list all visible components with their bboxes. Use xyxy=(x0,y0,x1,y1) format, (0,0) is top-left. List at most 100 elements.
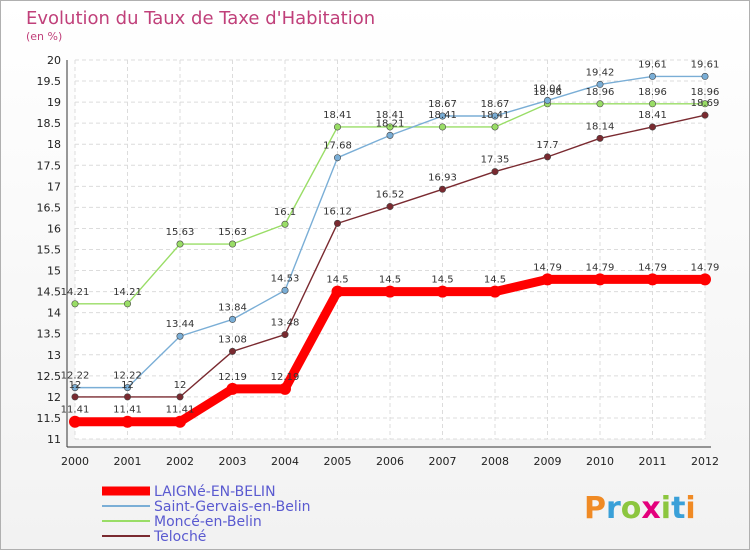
x-tick-label: 2007 xyxy=(429,455,457,468)
data-label: 18.41 xyxy=(376,110,405,121)
data-label: 15.63 xyxy=(166,227,195,238)
data-label: 18.96 xyxy=(533,87,562,98)
data-point xyxy=(543,153,551,161)
data-label: 17.68 xyxy=(323,141,352,152)
data-label: 12.19 xyxy=(218,372,247,383)
x-tick-label: 2012 xyxy=(691,455,719,468)
data-label: 17.35 xyxy=(481,155,510,166)
data-point xyxy=(436,285,449,298)
y-tick-label: 12.5 xyxy=(37,370,62,383)
data-label: 16.12 xyxy=(323,206,352,217)
data-point xyxy=(333,154,341,162)
data-point xyxy=(176,240,184,248)
data-point xyxy=(384,285,396,298)
data-label: 16.1 xyxy=(274,207,296,218)
data-label: 14.5 xyxy=(326,275,348,286)
data-label: 19.61 xyxy=(691,59,720,70)
data-point xyxy=(541,273,554,286)
data-point xyxy=(596,100,604,108)
data-label: 14.79 xyxy=(533,262,562,273)
data-point xyxy=(176,332,184,340)
data-point xyxy=(646,273,659,286)
data-label: 11.41 xyxy=(61,405,90,416)
data-point xyxy=(124,300,132,308)
y-tick-label: 18 xyxy=(47,138,61,151)
data-point xyxy=(491,168,499,176)
data-label: 12.22 xyxy=(61,371,90,382)
logo-letter: o xyxy=(621,491,642,526)
x-tick-label: 2006 xyxy=(376,455,404,468)
data-point xyxy=(124,393,132,401)
y-tick-label: 20 xyxy=(47,54,61,67)
data-point xyxy=(648,123,656,131)
data-point xyxy=(229,347,237,355)
data-label: 14.79 xyxy=(586,262,615,273)
data-label: 19.04 xyxy=(533,83,562,94)
x-tick-label: 2010 xyxy=(586,455,614,468)
x-tick-label: 2001 xyxy=(114,455,142,468)
data-label: 18.67 xyxy=(428,99,457,110)
x-tick-label: 2009 xyxy=(534,455,562,468)
data-point xyxy=(281,220,289,228)
data-label: 12.22 xyxy=(113,371,142,382)
data-point xyxy=(281,331,289,339)
x-tick-label: 2011 xyxy=(639,455,667,468)
data-point xyxy=(174,415,186,428)
data-label: 18.14 xyxy=(586,121,615,132)
data-label: 18.41 xyxy=(638,110,667,121)
data-label: 16.52 xyxy=(376,190,405,201)
data-label: 18.41 xyxy=(428,110,457,121)
data-point xyxy=(596,80,604,88)
data-point xyxy=(543,96,551,104)
x-tick-label: 2002 xyxy=(166,455,194,468)
data-label: 18.21 xyxy=(376,118,405,129)
y-tick-label: 17.5 xyxy=(37,159,62,172)
data-point xyxy=(226,382,239,395)
logo-letter: x xyxy=(641,491,660,526)
data-point xyxy=(438,112,446,120)
x-tick-label: 2004 xyxy=(271,455,299,468)
data-point xyxy=(71,300,79,308)
y-tick-label: 19 xyxy=(47,96,61,109)
data-point xyxy=(281,286,289,294)
data-point xyxy=(701,72,709,80)
y-tick-label: 19.5 xyxy=(37,75,62,88)
x-tick-label: 2000 xyxy=(61,455,89,468)
data-label: 13.84 xyxy=(218,302,247,313)
data-label: 16.93 xyxy=(428,172,457,183)
data-label: 13.48 xyxy=(271,318,300,329)
legend-label-3: Teloché xyxy=(153,529,206,545)
data-point xyxy=(121,415,134,428)
logo-letter: t xyxy=(671,491,685,526)
data-label: 14.53 xyxy=(271,273,300,284)
data-point xyxy=(386,131,394,139)
data-point xyxy=(438,185,446,193)
data-label: 12 xyxy=(121,380,134,391)
data-label: 13.44 xyxy=(166,319,195,330)
data-point xyxy=(331,285,344,298)
data-label: 12 xyxy=(174,380,187,391)
data-point xyxy=(701,100,709,108)
data-label: 13.08 xyxy=(218,334,247,345)
data-label: 18.96 xyxy=(691,87,720,98)
data-label: 19.61 xyxy=(638,59,667,70)
data-label: 12.19 xyxy=(271,372,300,383)
data-label: 18.41 xyxy=(323,110,352,121)
y-tick-label: 15 xyxy=(47,265,61,278)
data-label: 14.21 xyxy=(113,287,142,298)
data-label: 18.67 xyxy=(481,99,510,110)
data-point xyxy=(69,415,81,428)
data-label: 15.63 xyxy=(218,227,247,238)
y-tick-label: 16.5 xyxy=(37,201,62,214)
data-point xyxy=(491,123,499,131)
legend-label-0: LAIGNé-EN-BELIN xyxy=(154,484,276,500)
data-point xyxy=(229,240,237,248)
y-tick-label: 14 xyxy=(47,307,61,320)
data-label: 14.79 xyxy=(691,262,720,273)
logo-letter: i xyxy=(661,491,671,526)
data-point xyxy=(279,382,291,395)
data-point xyxy=(594,273,606,286)
x-tick-label: 2005 xyxy=(324,455,352,468)
y-tick-label: 17 xyxy=(47,180,61,193)
